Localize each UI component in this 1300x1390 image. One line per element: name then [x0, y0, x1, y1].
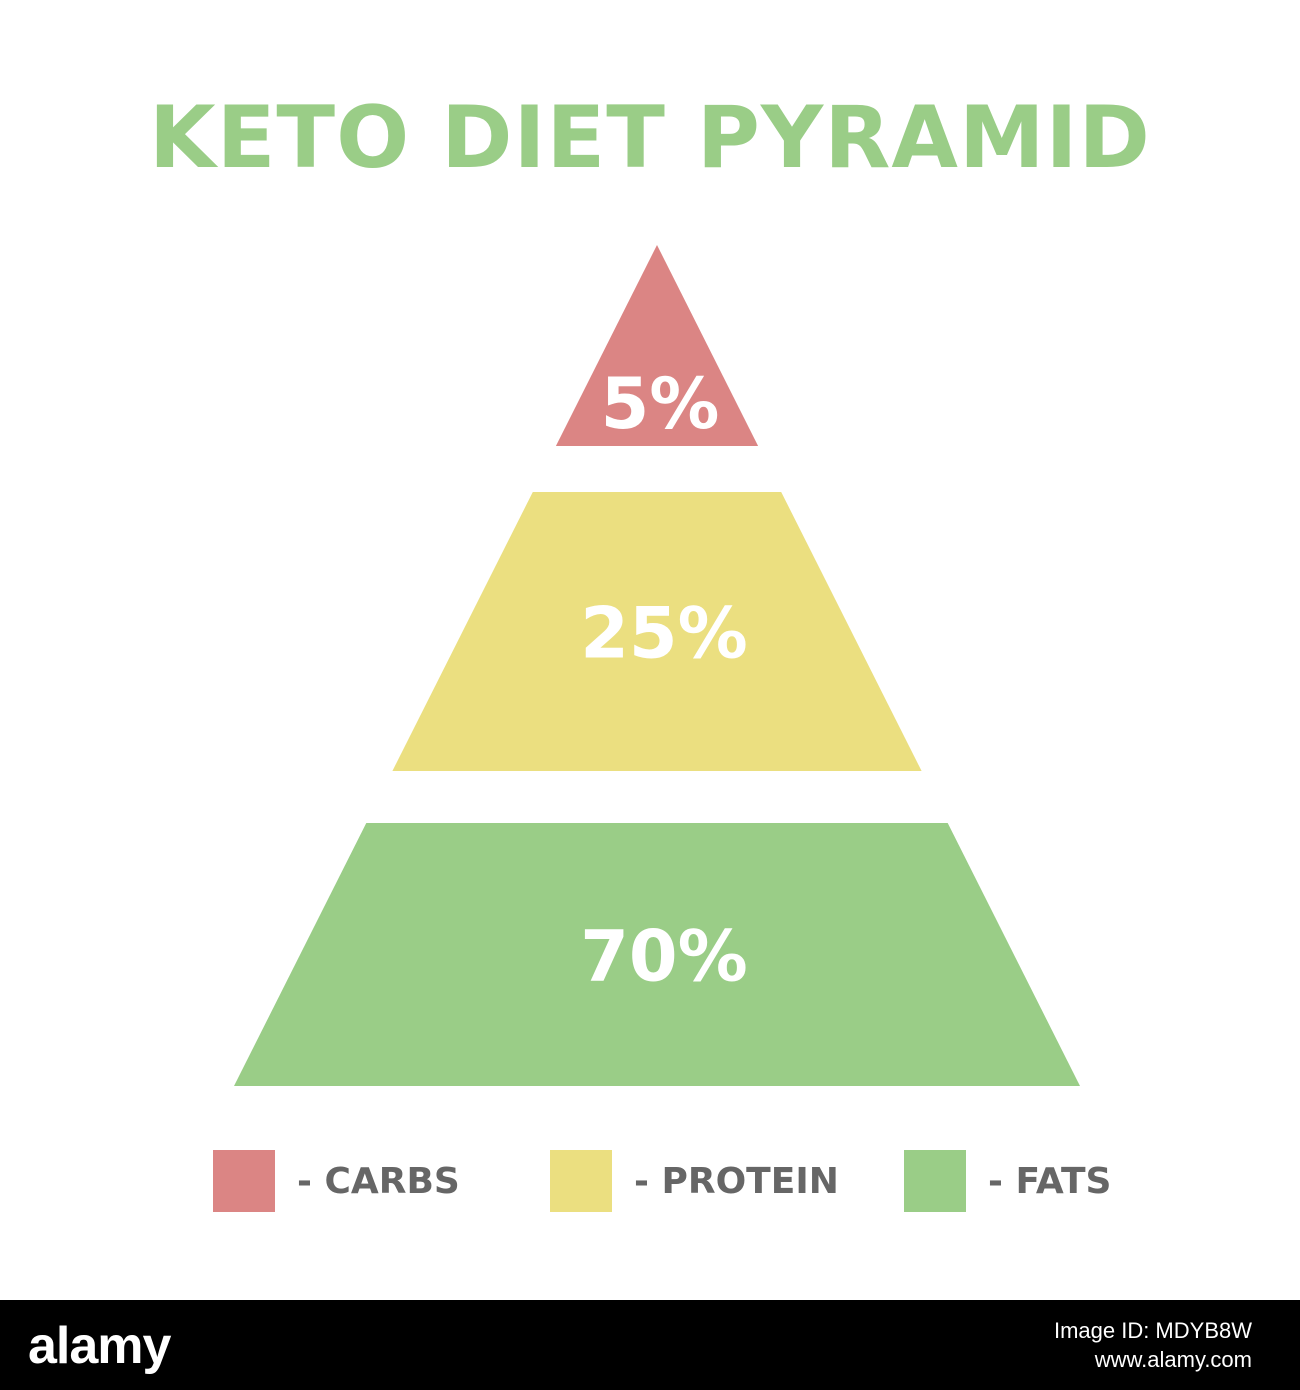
legend-label-fats: - FATS: [988, 1160, 1112, 1202]
legend-item-carbs: - CARBS: [213, 1150, 460, 1212]
pyramid-level-fats: [234, 823, 1080, 1086]
legend-label-carbs: - CARBS: [297, 1160, 460, 1202]
footer-bar: alamy Image ID: MDYB8W www.alamy.com: [0, 1300, 1300, 1390]
legend-item-protein: - PROTEIN: [550, 1150, 839, 1212]
legend-label-protein: - PROTEIN: [634, 1160, 839, 1202]
value-label-protein: 25%: [580, 593, 748, 675]
pyramid-chart: 5% 25% 70%: [234, 245, 1080, 1086]
legend-swatch-protein: [550, 1150, 612, 1212]
legend-swatch-fats: [904, 1150, 966, 1212]
value-label-fats: 70%: [580, 916, 748, 998]
legend-swatch-carbs: [213, 1150, 275, 1212]
legend-item-fats: - FATS: [904, 1150, 1112, 1212]
site-url: www.alamy.com: [1094, 1347, 1252, 1372]
alamy-logo: alamy: [28, 1317, 171, 1375]
pyramid-level-carbs: [555, 245, 759, 446]
pyramid-level-protein: [392, 492, 922, 771]
image-id: Image ID: MDYB8W: [1053, 1318, 1252, 1343]
footer-meta: Image ID: MDYB8W www.alamy.com: [1054, 1316, 1252, 1374]
chart-title: KETO DIET PYRAMID: [149, 88, 1151, 188]
value-label-carbs: 5%: [601, 363, 720, 445]
